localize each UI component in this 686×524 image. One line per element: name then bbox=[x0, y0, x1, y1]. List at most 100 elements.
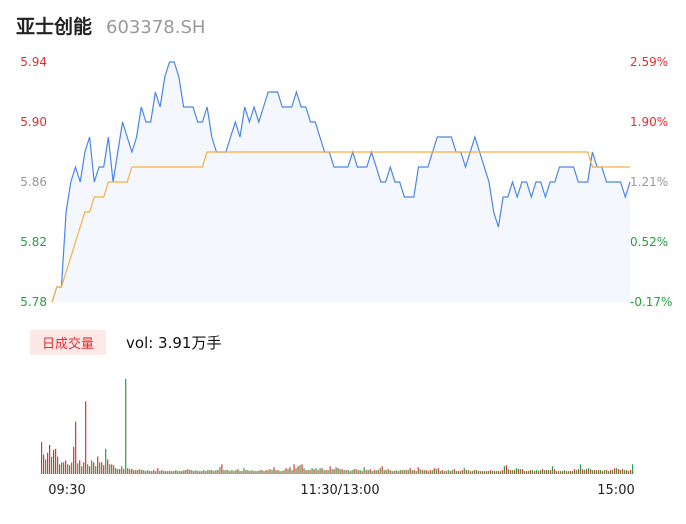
volume-bar bbox=[133, 470, 135, 474]
volume-bar bbox=[431, 470, 433, 474]
volume-bar bbox=[529, 470, 532, 474]
y-tick-label: 5.82 bbox=[20, 235, 47, 249]
volume-bar bbox=[183, 470, 185, 474]
volume-bar bbox=[215, 470, 217, 474]
volume-bar bbox=[507, 469, 509, 474]
y-tick-label: 5.94 bbox=[20, 55, 47, 69]
volume-bar bbox=[355, 469, 357, 474]
volume-bar bbox=[443, 471, 445, 474]
volume-bar bbox=[193, 471, 195, 474]
volume-bar bbox=[259, 470, 261, 474]
volume-bar bbox=[163, 471, 165, 474]
volume-bar bbox=[365, 470, 367, 474]
volume-bar bbox=[447, 470, 449, 474]
volume-bar bbox=[197, 471, 199, 474]
volume-bar bbox=[439, 471, 441, 474]
title-bar: 亚士创能 603378.SH bbox=[16, 12, 205, 40]
volume-bar bbox=[601, 471, 604, 474]
volume-bar bbox=[245, 470, 247, 474]
volume-bar bbox=[229, 471, 231, 474]
volume-bar bbox=[591, 470, 594, 474]
volume-bar bbox=[632, 464, 634, 474]
volume-bar bbox=[43, 454, 45, 474]
volume-bar bbox=[299, 465, 301, 474]
stock-code: 603378.SH bbox=[106, 17, 206, 38]
volume-bar bbox=[453, 469, 455, 474]
volume-bar bbox=[323, 470, 325, 474]
volume-bar bbox=[95, 466, 97, 474]
volume-bar bbox=[243, 468, 245, 474]
volume-bar bbox=[539, 470, 542, 474]
volume-bar bbox=[173, 471, 175, 474]
volume-bar bbox=[531, 470, 534, 474]
volume-bar bbox=[315, 468, 317, 474]
x-tick-label: 11:30/13:00 bbox=[300, 483, 379, 498]
volume-bar bbox=[77, 463, 79, 474]
volume-bar bbox=[345, 470, 347, 474]
volume-bar bbox=[99, 462, 101, 474]
volume-bar bbox=[457, 471, 459, 474]
volume-bar bbox=[265, 470, 267, 474]
volume-bar bbox=[421, 470, 423, 474]
volume-bar bbox=[293, 464, 295, 474]
volume-bar bbox=[407, 470, 409, 474]
volume-bar bbox=[47, 452, 49, 474]
volume-bar bbox=[609, 470, 612, 474]
volume-bar bbox=[117, 469, 119, 474]
volume-bar bbox=[517, 469, 519, 474]
volume-bar bbox=[175, 470, 177, 474]
volume-bar bbox=[247, 470, 249, 474]
volume-bar bbox=[409, 468, 411, 474]
volume-bar bbox=[101, 462, 103, 474]
volume-bar bbox=[181, 471, 183, 474]
volume-bar bbox=[561, 471, 564, 474]
volume-bar bbox=[509, 470, 511, 474]
volume-bar bbox=[41, 442, 43, 474]
volume-bar bbox=[263, 471, 265, 474]
volume-bar bbox=[371, 471, 373, 474]
volume-bar bbox=[357, 470, 359, 474]
volume-bar bbox=[93, 462, 95, 474]
volume-bar bbox=[361, 471, 363, 474]
volume-bar bbox=[359, 470, 361, 474]
volume-bar bbox=[405, 470, 407, 474]
volume-bar bbox=[587, 468, 590, 474]
volume-bar bbox=[401, 470, 403, 474]
volume-bar bbox=[597, 470, 600, 474]
volume-bar bbox=[425, 470, 427, 474]
volume-bar bbox=[145, 471, 147, 474]
volume-bar bbox=[373, 470, 375, 474]
volume-bar bbox=[71, 462, 73, 474]
volume-bar bbox=[433, 468, 435, 474]
volume-bar bbox=[583, 470, 586, 474]
volume-bar bbox=[625, 470, 628, 474]
volume-bar bbox=[415, 471, 417, 474]
volume-bar bbox=[469, 471, 471, 474]
volume-bar bbox=[297, 466, 299, 474]
volume-bar bbox=[171, 471, 173, 474]
volume-bar bbox=[455, 471, 457, 474]
volume-bar bbox=[343, 470, 345, 474]
volume-bar bbox=[381, 466, 383, 474]
volume-bar bbox=[55, 448, 57, 474]
volume-bar bbox=[275, 470, 277, 474]
volume-bar bbox=[127, 468, 129, 474]
volume-bar bbox=[333, 469, 335, 474]
volume-bar bbox=[523, 471, 526, 474]
volume-bar bbox=[277, 470, 279, 474]
volume-tab[interactable]: 日成交量 bbox=[30, 329, 107, 355]
volume-bar bbox=[563, 470, 566, 474]
volume-bar bbox=[125, 379, 127, 474]
volume-bar bbox=[189, 470, 191, 474]
volume-bar bbox=[543, 470, 546, 474]
volume-bar bbox=[67, 464, 69, 474]
volume-bar bbox=[139, 469, 141, 474]
volume-bar bbox=[161, 470, 163, 474]
volume-bar bbox=[501, 470, 503, 474]
volume-bar bbox=[385, 470, 387, 474]
y-tick-label: 5.86 bbox=[20, 175, 47, 189]
volume-bar bbox=[225, 470, 227, 474]
volume-bar bbox=[445, 471, 447, 474]
volume-bar bbox=[313, 469, 315, 474]
volume-bar bbox=[331, 469, 333, 474]
